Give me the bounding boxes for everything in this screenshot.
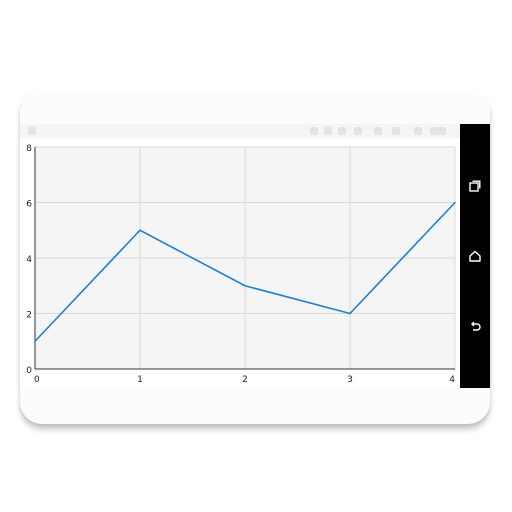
y-tick-label: 4 [26, 255, 32, 265]
x-tick-label: 4 [449, 375, 455, 385]
status-bar [20, 124, 460, 138]
alarm-icon [354, 127, 362, 135]
home-icon [469, 250, 481, 262]
signal-icon [392, 127, 400, 135]
data-point [244, 284, 246, 287]
navigation-bar [460, 124, 490, 388]
wifi-icon [374, 127, 382, 135]
chart-svg: 0 1 2 3 4 0 2 4 6 8 [26, 144, 456, 385]
battery-icon [414, 127, 422, 135]
x-tick-label: 0 [34, 375, 40, 385]
line-chart: 0 1 2 3 4 0 2 4 6 8 [20, 138, 460, 388]
nfc-icon [338, 127, 346, 135]
back-icon [471, 321, 481, 331]
clock-placeholder [430, 127, 446, 135]
x-tick-label: 3 [347, 375, 353, 385]
bluetooth-icon [310, 127, 318, 135]
home-button[interactable] [466, 247, 484, 265]
y-tick-label: 8 [26, 144, 32, 154]
data-point [139, 229, 141, 232]
notification-icon [28, 127, 36, 135]
data-point [349, 312, 351, 315]
recents-button[interactable] [466, 177, 484, 195]
tablet-screenshot: 0 1 2 3 4 0 2 4 6 8 [20, 90, 490, 424]
recents-icon [469, 180, 481, 192]
data-point [34, 340, 36, 343]
y-tick-label: 6 [26, 200, 32, 210]
y-tick-label: 0 [26, 366, 32, 376]
x-tick-label: 2 [242, 375, 248, 385]
back-button[interactable] [466, 317, 484, 335]
y-tick-label: 2 [26, 311, 32, 321]
vibrate-icon [324, 127, 332, 135]
x-tick-label: 1 [137, 375, 143, 385]
data-point [454, 201, 456, 204]
